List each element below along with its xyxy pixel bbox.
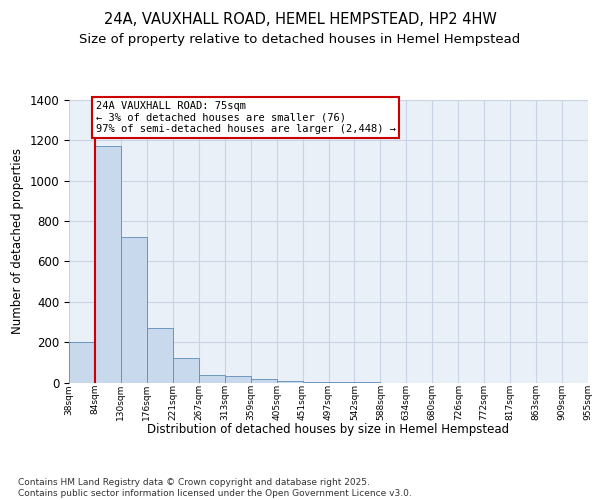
Text: Contains HM Land Registry data © Crown copyright and database right 2025.
Contai: Contains HM Land Registry data © Crown c… bbox=[18, 478, 412, 498]
Text: 24A, VAUXHALL ROAD, HEMEL HEMPSTEAD, HP2 4HW: 24A, VAUXHALL ROAD, HEMEL HEMPSTEAD, HP2… bbox=[104, 12, 496, 28]
Bar bbox=[277, 381, 302, 382]
Bar bbox=[251, 379, 277, 382]
Y-axis label: Number of detached properties: Number of detached properties bbox=[11, 148, 24, 334]
Bar bbox=[69, 342, 95, 382]
Text: Size of property relative to detached houses in Hemel Hempstead: Size of property relative to detached ho… bbox=[79, 32, 521, 46]
Bar bbox=[95, 146, 121, 382]
Bar bbox=[173, 358, 199, 382]
Bar bbox=[199, 376, 224, 382]
Bar bbox=[147, 328, 173, 382]
Bar bbox=[121, 237, 147, 382]
X-axis label: Distribution of detached houses by size in Hemel Hempstead: Distribution of detached houses by size … bbox=[148, 423, 509, 436]
Text: 24A VAUXHALL ROAD: 75sqm
← 3% of detached houses are smaller (76)
97% of semi-de: 24A VAUXHALL ROAD: 75sqm ← 3% of detache… bbox=[96, 101, 396, 134]
Bar bbox=[225, 376, 251, 382]
